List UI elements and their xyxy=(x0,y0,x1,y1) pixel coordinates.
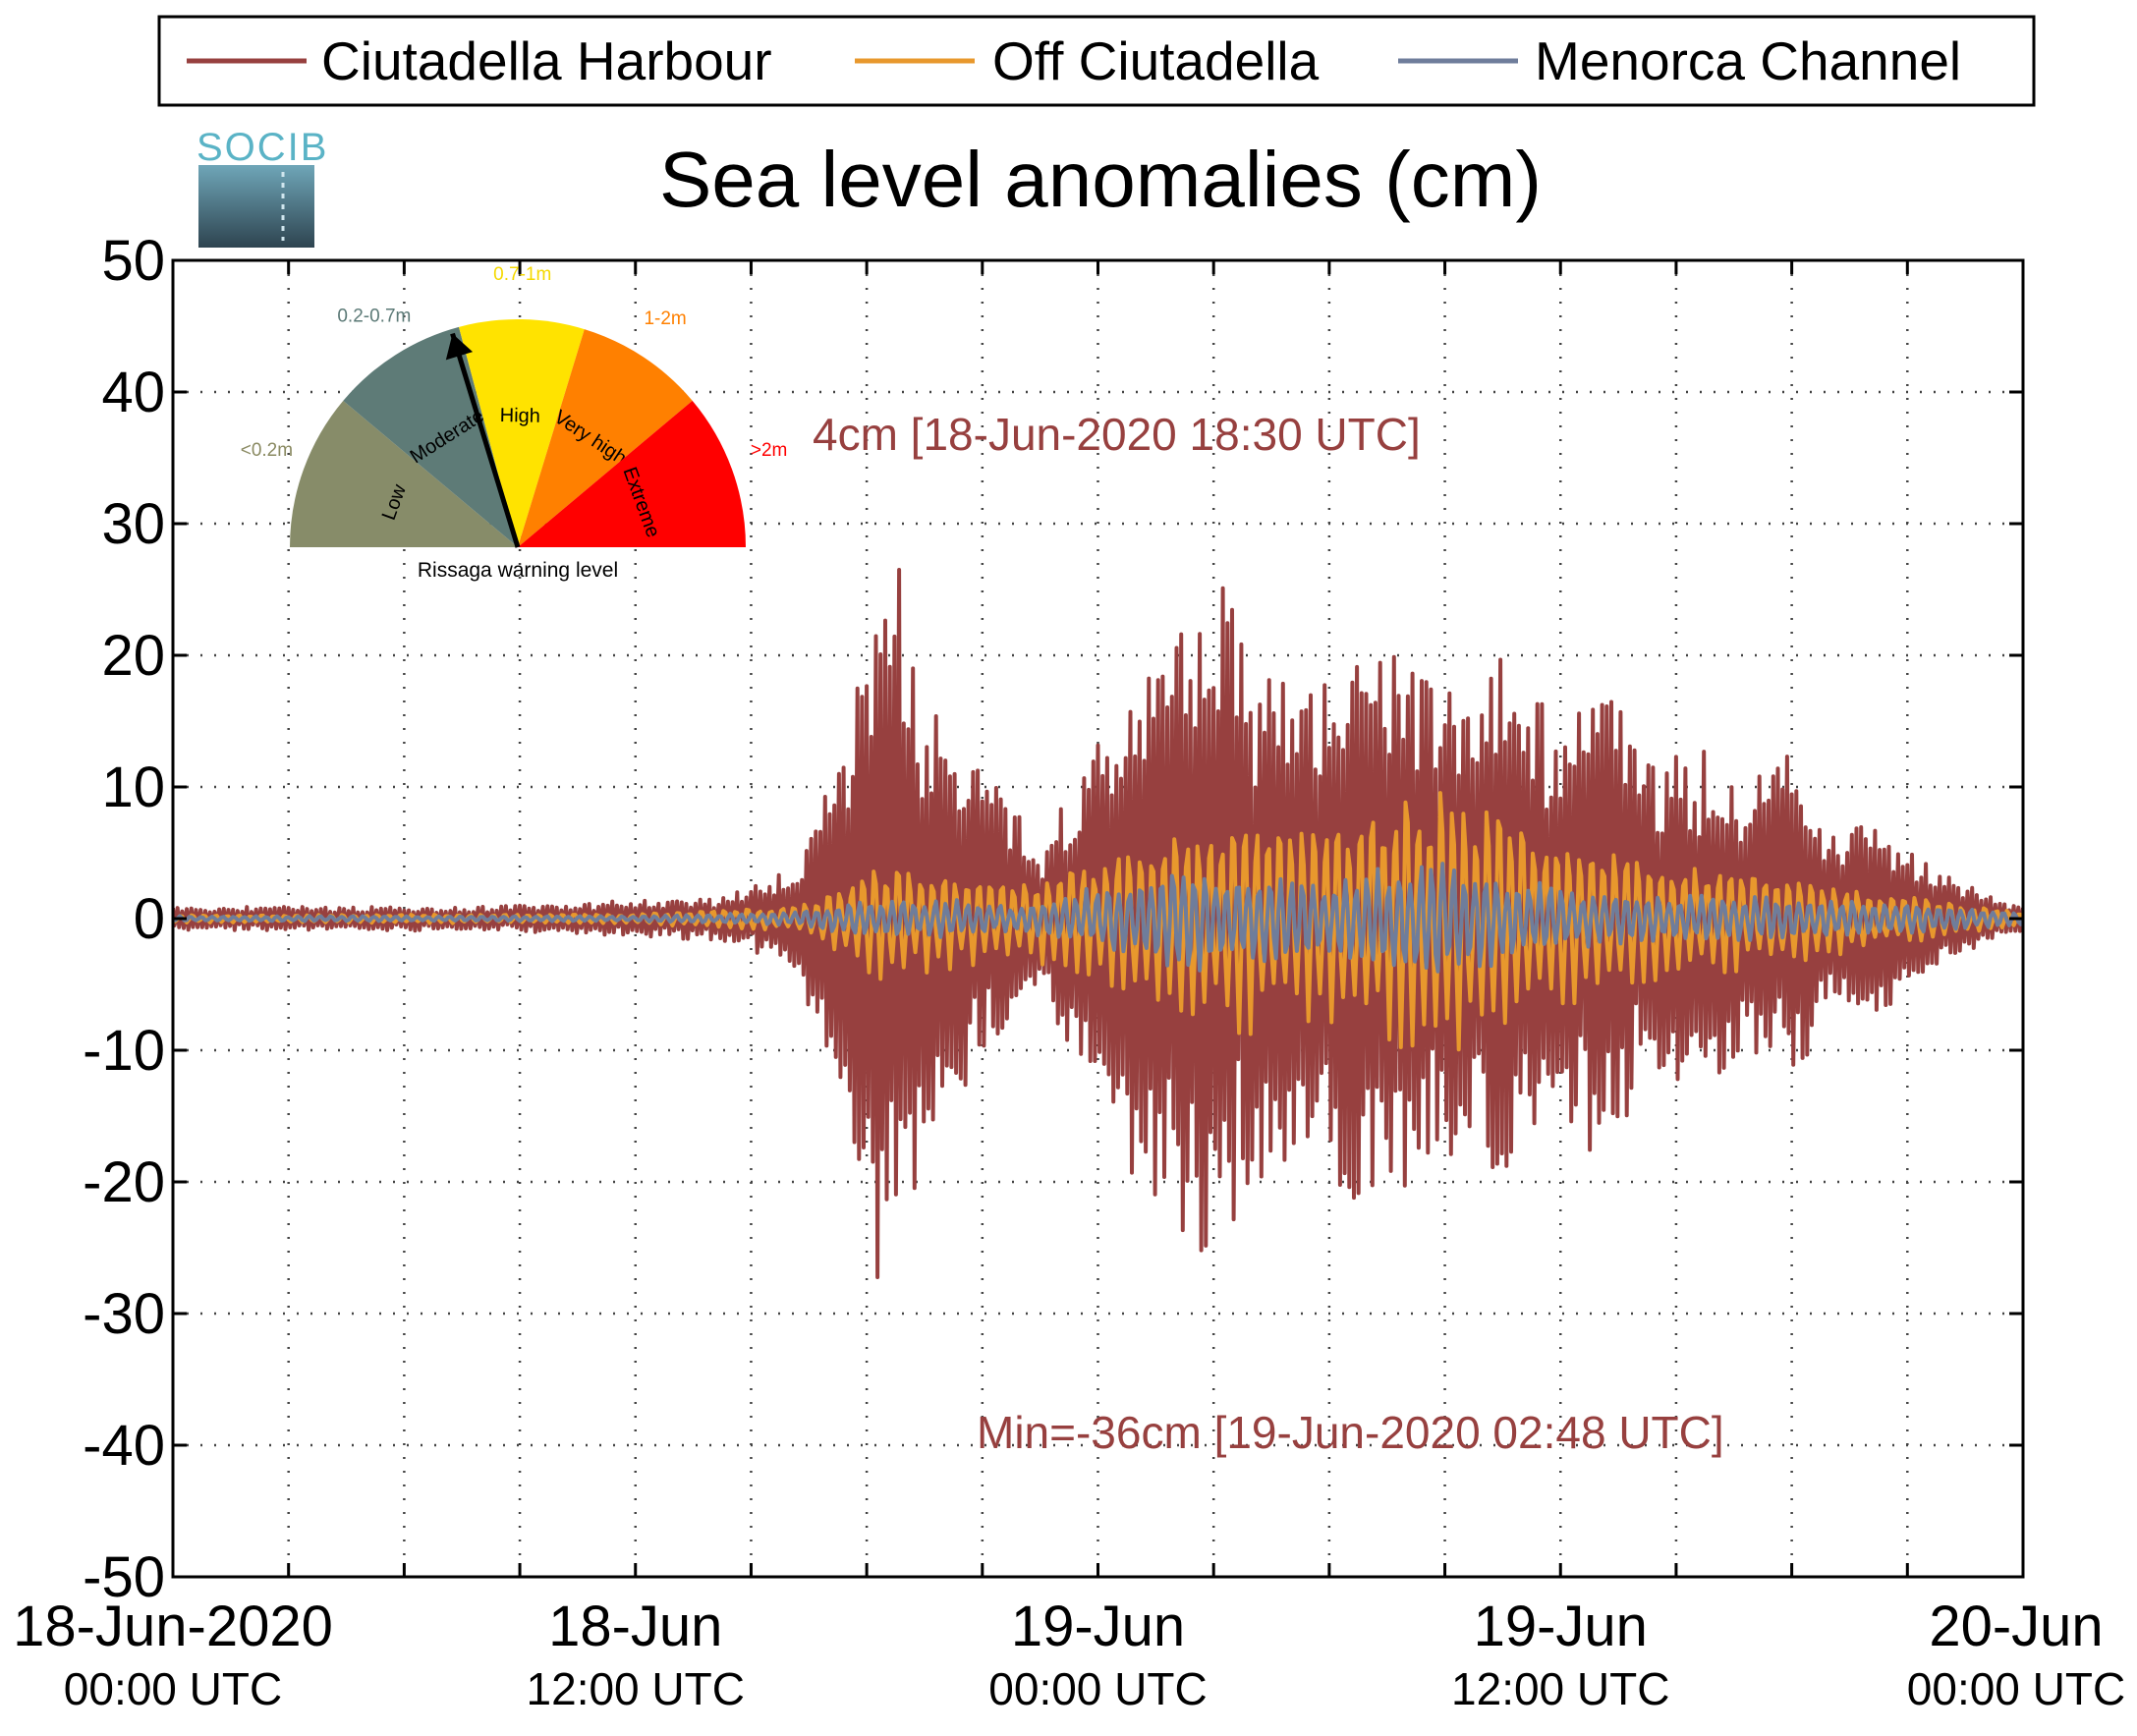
gauge-segment-moderate xyxy=(343,326,518,547)
gauge-range-label: 0.7-1m xyxy=(493,264,551,285)
x-tick-label-date: 20-Jun xyxy=(1929,1595,2103,1658)
x-tick-label-time: 00:00 UTC xyxy=(64,1663,282,1714)
gauge-segment-high xyxy=(459,318,585,547)
y-tick-label: -20 xyxy=(83,1150,165,1214)
gauge-segment-label: High xyxy=(500,405,541,427)
x-tick-label-time: 12:00 UTC xyxy=(1451,1663,1669,1714)
legend-box xyxy=(157,15,2036,107)
gauge-needle xyxy=(450,332,521,548)
legend: Ciutadella Harbour Off Ciutadella Menorc… xyxy=(157,15,2036,107)
series-lines xyxy=(173,568,2023,1279)
y-tick-label: -30 xyxy=(83,1282,165,1346)
gauge-caption: Rissaga warning level xyxy=(418,559,618,582)
y-tick-label: 20 xyxy=(101,624,165,688)
legend-label-menorca-channel: Menorca Channel xyxy=(1535,30,1961,91)
axis-ticks xyxy=(173,258,2023,1579)
y-tick-label: 40 xyxy=(101,361,165,424)
min-annotation: Min=-36cm [19-Jun-2020 02:48 UTC] xyxy=(977,1407,1724,1458)
y-tick-label: 10 xyxy=(101,756,165,819)
gauge-range-label: 1-2m xyxy=(644,308,686,329)
y-tick-label: -10 xyxy=(83,1019,165,1083)
y-tick-label: 30 xyxy=(101,492,165,556)
y-tick-label: -40 xyxy=(83,1414,165,1478)
x-tick-label-time: 00:00 UTC xyxy=(988,1663,1207,1714)
socib-logo-text: SOCIB xyxy=(197,126,328,169)
gauge-needle-head xyxy=(445,333,474,361)
x-tick-label-time: 00:00 UTC xyxy=(1907,1663,2125,1714)
gauge-range-label: <0.2m xyxy=(241,440,293,461)
x-tick-label-date: 19-Jun xyxy=(1011,1595,1185,1658)
x-tick-label-date: 19-Jun xyxy=(1474,1595,1648,1658)
gauge-segment-low xyxy=(290,400,518,547)
legend-label-off-ciutadella: Off Ciutadella xyxy=(992,30,1320,91)
gauge-segment-extreme xyxy=(518,400,746,547)
y-tick-label: 50 xyxy=(101,229,165,293)
chart-title: Sea level anomalies (cm) xyxy=(659,136,1542,223)
y-tick-label: 0 xyxy=(134,887,165,951)
socib-logo-wave xyxy=(198,165,314,248)
gauge-segment-very-high xyxy=(518,329,693,547)
gauge-range-label: 0.2-0.7m xyxy=(337,307,411,327)
y-tick-label: -50 xyxy=(83,1545,165,1609)
x-tick-label-date: 18-Jun xyxy=(548,1595,722,1658)
gauge-range-label: >2m xyxy=(751,440,788,461)
x-tick-label-date: 18-Jun-2020 xyxy=(13,1595,333,1658)
socib-logo: SOCIB xyxy=(197,126,328,248)
max-annotation: 4cm [18-Jun-2020 18:30 UTC] xyxy=(813,409,1421,460)
series-line-menorca-channel xyxy=(173,862,2023,974)
x-tick-label-time: 12:00 UTC xyxy=(527,1663,745,1714)
y-tick-labels: 50 40 30 20 10 0 -10 -20 -30 -40 -50 xyxy=(83,229,165,1609)
legend-label-ciutadella-harbour: Ciutadella Harbour xyxy=(321,30,772,91)
